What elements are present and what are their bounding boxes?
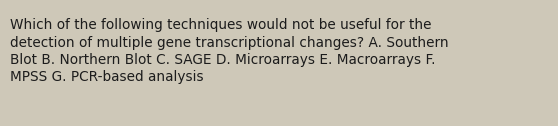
Text: detection of multiple gene transcriptional changes? A. Southern: detection of multiple gene transcription…	[10, 36, 449, 50]
Text: Which of the following techniques would not be useful for the: Which of the following techniques would …	[10, 18, 431, 32]
Text: Blot B. Northern Blot C. SAGE D. Microarrays E. Macroarrays F.: Blot B. Northern Blot C. SAGE D. Microar…	[10, 53, 435, 67]
Text: MPSS G. PCR-based analysis: MPSS G. PCR-based analysis	[10, 71, 204, 85]
